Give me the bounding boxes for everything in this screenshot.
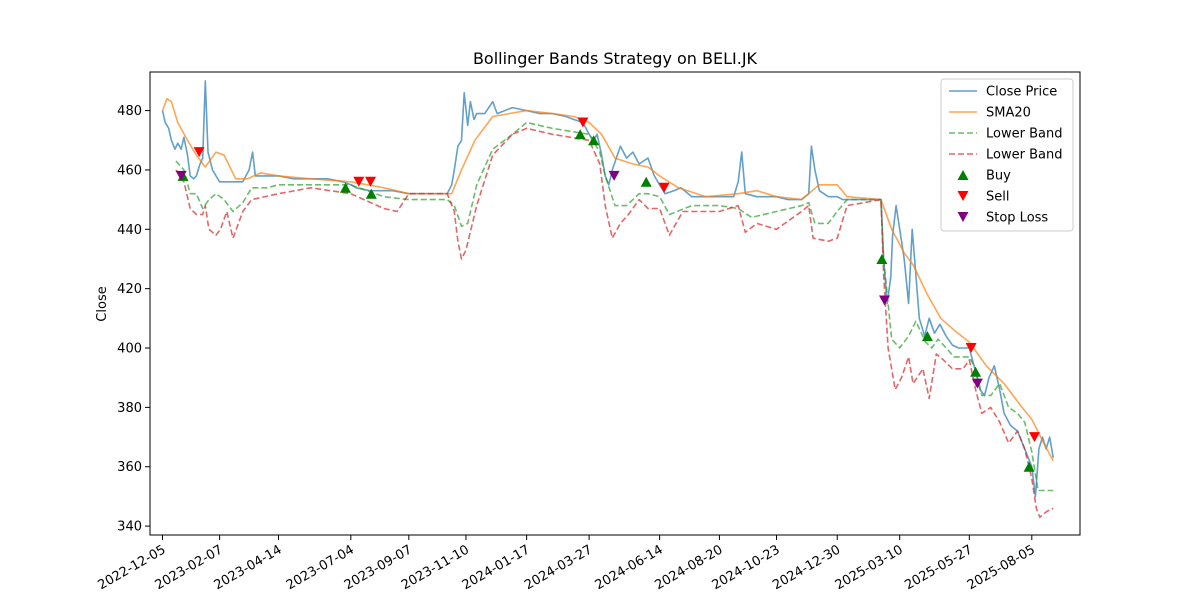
sell-marker [365, 176, 376, 187]
legend-sma20-label: SMA20 [986, 106, 1031, 121]
buy-marker [588, 135, 600, 146]
legend-close-price-label: Close Price [986, 85, 1057, 100]
buy-marker [921, 331, 933, 342]
y-tick-label: 360 [117, 460, 142, 475]
y-tick-label: 400 [117, 342, 142, 357]
plot-frame [149, 71, 1081, 536]
buy-marker [574, 129, 586, 140]
sma20-line [161, 97, 1054, 462]
legend-buy-label: Buy [986, 169, 1011, 184]
y-tick-label: 440 [117, 223, 142, 238]
legend-stop-loss-swatch [957, 212, 969, 222]
y-tick-label: 460 [117, 163, 142, 178]
y-tick-label: 340 [117, 520, 142, 535]
buy-marker [365, 188, 377, 199]
sell-marker [193, 147, 205, 158]
y-tick-label: 420 [117, 282, 142, 297]
legend-stop-loss-label: Stop Loss [986, 211, 1048, 226]
y-axis-label: Close [95, 286, 110, 321]
buy-marker [876, 254, 888, 264]
y-tick-label: 380 [117, 401, 142, 416]
legend-upper-band-label: Lower Band [986, 127, 1062, 142]
sell-marker [353, 176, 365, 187]
buy-marker [640, 176, 652, 187]
close-price-line [161, 80, 1054, 498]
buy-marker [340, 182, 351, 193]
lower-band-line [175, 127, 1054, 519]
chart-title: Bollinger Bands Strategy on BELI.JK [473, 49, 758, 68]
buy-marker [1023, 461, 1035, 472]
upper-band-line [175, 121, 1054, 492]
legend-buy-swatch [957, 170, 969, 180]
legend-sell-swatch [957, 191, 969, 201]
sell-marker [1029, 432, 1040, 443]
sell-marker [965, 343, 977, 353]
buy-marker [970, 366, 982, 377]
stop-loss-marker [608, 170, 620, 181]
stop-loss-marker [879, 295, 890, 306]
legend-lower-band-label: Lower Band [986, 148, 1062, 163]
sell-marker [658, 182, 670, 193]
y-tick-label: 480 [117, 104, 142, 119]
stop-loss-marker [175, 170, 187, 181]
legend-box [940, 78, 1074, 232]
legend-sell-label: Sell [986, 190, 1009, 205]
stop-loss-marker [971, 378, 983, 389]
sell-marker [577, 117, 589, 128]
legend: Close Price SMA20 Lower Band Lower Band Buy S… [940, 78, 1074, 232]
